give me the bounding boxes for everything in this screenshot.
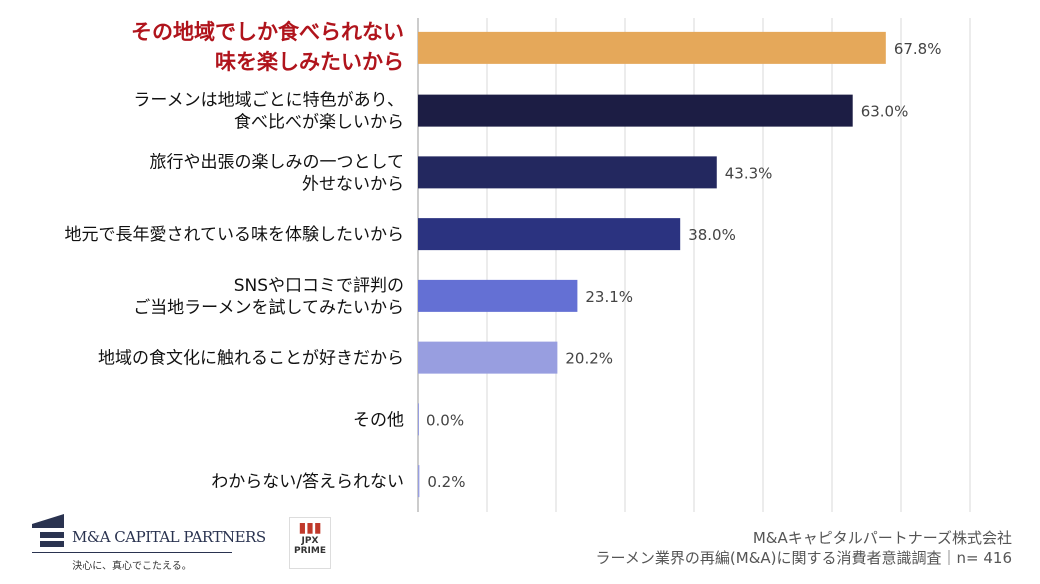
jpx-prime-logo: ▮▮▮ JPX PRIME <box>289 517 331 569</box>
source-survey: ラーメン業界の再編(M&A)に関する消費者意識調査｜n= 416 <box>595 549 1012 567</box>
bar <box>418 94 853 127</box>
data-label: 23.1% <box>585 288 633 306</box>
category-label: 外せないから <box>302 174 404 194</box>
source-note: M&Aキャピタルパートナーズ株式会社 ラーメン業界の再編(M&A)に関する消費者… <box>596 528 1012 568</box>
data-label: 43.3% <box>725 164 773 182</box>
data-label: 20.2% <box>565 350 613 368</box>
category-label: 食べ比べが楽しいから <box>234 113 404 133</box>
category-label: ラーメンは地域ごとに特色があり、 <box>133 91 404 111</box>
source-company: M&Aキャピタルパートナーズ株式会社 <box>752 529 1012 547</box>
category-label: その地域でしか食べられない <box>131 20 404 44</box>
tagline: 決心に、真心でこたえる。 <box>32 552 232 572</box>
category-label: 味を楽しみたいから <box>215 50 404 74</box>
category-label: ご当地ラーメンを試してみたいから <box>133 298 404 318</box>
category-label: その他 <box>353 410 404 430</box>
bar <box>418 156 717 189</box>
data-label: 38.0% <box>688 226 736 244</box>
data-label: 0.2% <box>427 473 465 491</box>
category-label: 旅行や出張の楽しみの一つとして <box>150 152 405 172</box>
logo-mark-icon <box>32 514 64 547</box>
logo-text: M&A CAPITAL PARTNERS <box>72 528 266 546</box>
bar <box>418 31 886 64</box>
bar <box>418 341 558 374</box>
bar <box>418 218 681 251</box>
jpx-text: JPX PRIME <box>294 536 326 556</box>
category-label: SNSや口コミで評判の <box>234 276 404 296</box>
bar <box>418 465 420 498</box>
category-label: わからない/答えられない <box>211 472 404 492</box>
category-label: 地域の食文化に触れることが好きだから <box>98 349 404 369</box>
bar <box>418 279 578 312</box>
data-label: 0.0% <box>426 411 464 429</box>
category-label: 地元で長年愛されている味を体験したいから <box>65 225 405 245</box>
data-label: 67.8% <box>894 40 942 58</box>
bar <box>418 403 419 436</box>
data-label: 63.0% <box>861 103 909 121</box>
